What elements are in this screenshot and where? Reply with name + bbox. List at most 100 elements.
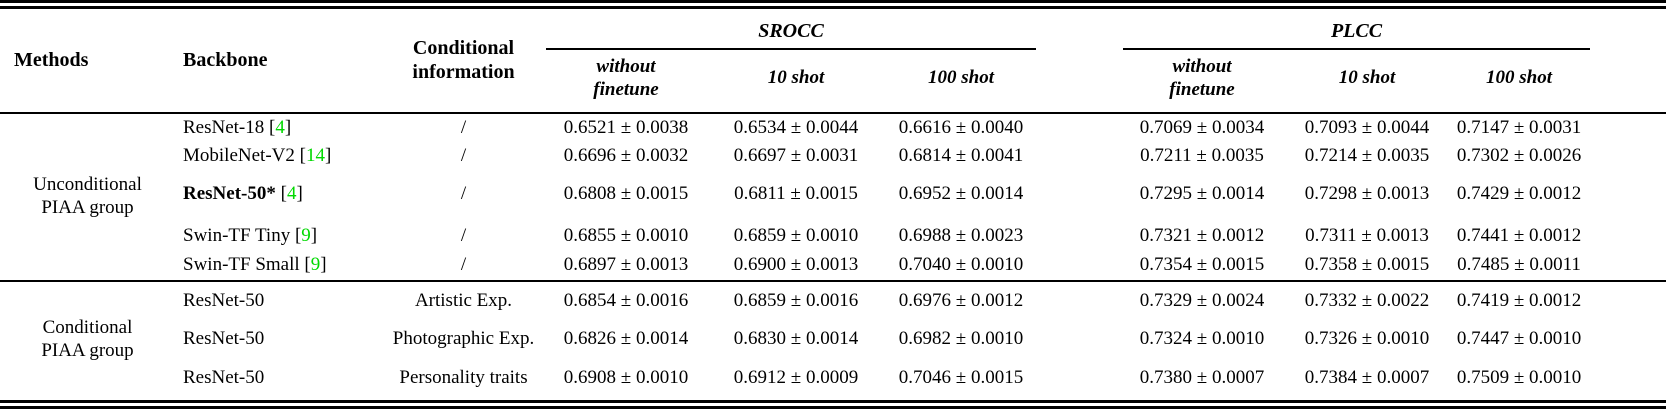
gap-cell <box>1042 171 1118 218</box>
col-group-plcc: PLCC <box>1118 9 1666 50</box>
backbone-cell: Swin-TF Tiny [9] <box>175 218 387 251</box>
backbone-name: ResNet-50 <box>183 289 265 311</box>
table-row: ResNet-50 Photographic Exp. 0.6826 ± 0.0… <box>0 320 1666 359</box>
srocc-10-shot-value: 0.6830 ± 0.0014 <box>733 328 859 350</box>
plcc-10-shot-value: 0.7093 ± 0.0044 <box>1304 116 1430 138</box>
table-row: Conditional PIAA group ResNet-50 Artisti… <box>0 279 1666 398</box>
srocc-10-shot-value: 0.6811 ± 0.0015 <box>734 183 858 205</box>
backbone-name: Swin-TF Small <box>183 253 305 275</box>
col-header-srocc-10-shot: 10 shot <box>712 50 880 114</box>
table-top-rule <box>0 0 1666 9</box>
srocc-without-finetune-value: 0.6855 ± 0.0010 <box>563 224 689 246</box>
plcc-10-shot-value: 0.7311 ± 0.0013 <box>1305 224 1429 246</box>
srocc-10-shot-value: 0.6859 ± 0.0010 <box>733 224 859 246</box>
plcc-group-label: PLCC <box>1123 19 1591 50</box>
plcc-without-finetune-value: 0.7324 ± 0.0010 <box>1139 328 1265 350</box>
plcc-10-shot-value: 0.7298 ± 0.0013 <box>1304 183 1430 205</box>
plcc-without-finetune-value: 0.7295 ± 0.0014 <box>1139 183 1265 205</box>
header-row-groups: Methods Backbone Conditional information… <box>0 9 1666 114</box>
citation-link[interactable]: 4 <box>275 116 285 138</box>
table-row: ResNet-50* [4] / 0.6808 ± 0.0015 0.6811 … <box>0 171 1666 218</box>
plcc-without-finetune-value: 0.7211 ± 0.0035 <box>1140 145 1264 167</box>
table-bottom-rule <box>0 399 1666 409</box>
col-header-srocc-without-finetune: without finetune <box>540 50 712 114</box>
plcc-100-shot-value: 0.7419 ± 0.0012 <box>1448 279 1666 321</box>
plcc-100-shot-value: 0.7147 ± 0.0031 <box>1456 116 1582 138</box>
plcc-without-finetune-value: 0.7069 ± 0.0034 <box>1139 116 1265 138</box>
plcc-100-shot-value: 0.7441 ± 0.0012 <box>1456 224 1582 246</box>
plcc-100-shot-value: 0.7509 ± 0.0010 <box>1456 367 1582 389</box>
citation-bracket: [ <box>269 116 276 138</box>
citation-bracket: [ <box>299 145 306 167</box>
col-group-srocc: SROCC <box>540 9 1042 50</box>
srocc-10-shot-value: 0.6900 ± 0.0013 <box>733 253 859 275</box>
conditional-info-cell: / <box>460 224 467 246</box>
col-header-plcc-10-shot: 10 shot <box>1286 50 1449 114</box>
plcc-100-shot-value: 0.7302 ± 0.0026 <box>1456 145 1582 167</box>
conditional-info-cell: / <box>460 253 467 275</box>
plcc-100-shot-value: 0.7429 ± 0.0012 <box>1456 183 1582 205</box>
citation-bracket: [ <box>304 253 311 275</box>
srocc-group-label: SROCC <box>546 19 1037 50</box>
col-header-srocc-100-shot: 100 shot <box>880 50 1043 114</box>
citation-bracket: ] <box>324 145 332 167</box>
citation-bracket: [ <box>294 224 302 246</box>
table-body: Unconditional PIAA group ResNet-18 [4] /… <box>0 113 1666 398</box>
table-header: Methods Backbone Conditional information… <box>0 9 1666 114</box>
srocc-100-shot-value: 0.6952 ± 0.0014 <box>898 183 1024 205</box>
srocc-100-shot-value: 0.7040 ± 0.0010 <box>898 253 1024 275</box>
citation-link[interactable]: 14 <box>305 145 325 167</box>
conditional-info-cell: / <box>460 145 467 167</box>
backbone-cell: ResNet-50 <box>175 279 387 321</box>
backbone-name: ResNet-50 <box>183 367 265 389</box>
citation-bracket: ] <box>284 116 292 138</box>
group-label-unconditional: Unconditional PIAA group <box>33 173 142 218</box>
srocc-without-finetune-value: 0.6854 ± 0.0016 <box>540 279 712 321</box>
srocc-without-finetune-value: 0.6908 ± 0.0010 <box>563 367 689 389</box>
plcc-10-shot-value: 0.7358 ± 0.0015 <box>1304 253 1430 275</box>
srocc-without-finetune-value: 0.6897 ± 0.0013 <box>563 253 689 275</box>
citation-link[interactable]: 9 <box>301 224 311 246</box>
citation-bracket: [ <box>280 183 287 205</box>
backbone-name: Swin-TF Tiny <box>183 224 295 246</box>
gap-cell <box>1042 279 1119 321</box>
plcc-without-finetune-value: 0.7380 ± 0.0007 <box>1139 367 1265 389</box>
conditional-info-cell: / <box>460 183 467 205</box>
srocc-10-shot-value: 0.6912 ± 0.0009 <box>733 367 859 389</box>
gap-cell <box>1042 113 1118 143</box>
col-header-plcc-100-shot: 100 shot <box>1448 50 1666 114</box>
gap-cell <box>1042 359 1118 398</box>
conditional-info-cell: Personality traits <box>399 367 528 389</box>
group-label-conditional: Conditional PIAA group <box>0 279 175 398</box>
srocc-10-shot-value: 0.6534 ± 0.0044 <box>733 116 859 138</box>
backbone-cell: ResNet-50 <box>175 359 387 398</box>
backbone-cell: ResNet-50* [4] <box>175 171 387 218</box>
backbone-name: ResNet-18 <box>183 116 270 138</box>
table-row: Swin-TF Tiny [9] / 0.6855 ± 0.0010 0.685… <box>0 218 1666 251</box>
col-header-backbone: Backbone <box>175 9 387 114</box>
backbone-cell: Swin-TF Small [9] <box>175 251 387 281</box>
srocc-100-shot-value: 0.7046 ± 0.0015 <box>898 367 1024 389</box>
srocc-10-shot-value: 0.6859 ± 0.0016 <box>712 279 880 321</box>
conditional-info-cell: / <box>460 116 467 138</box>
plcc-100-shot-value: 0.7447 ± 0.0010 <box>1456 328 1582 350</box>
backbone-name: MobileNet-V2 <box>183 145 300 167</box>
citation-link[interactable]: 4 <box>286 183 297 205</box>
citation-bracket: ] <box>310 224 318 246</box>
plcc-100-shot-value: 0.7485 ± 0.0011 <box>1457 253 1581 275</box>
backbone-cell: ResNet-18 [4] <box>175 113 387 143</box>
plcc-without-finetune-value: 0.7329 ± 0.0024 <box>1118 279 1287 321</box>
header-row-subcolumns: without finetune 10 shot 100 shot withou… <box>0 50 1666 114</box>
citation-link[interactable]: 9 <box>310 253 321 275</box>
plcc-10-shot-value: 0.7332 ± 0.0022 <box>1286 279 1449 321</box>
srocc-without-finetune-value: 0.6521 ± 0.0038 <box>563 116 689 138</box>
plcc-without-finetune-value: 0.7354 ± 0.0015 <box>1139 253 1265 275</box>
citation-bracket: ] <box>296 183 303 205</box>
table-row: Swin-TF Small [9] / 0.6897 ± 0.0013 0.69… <box>0 251 1666 281</box>
backbone-name: ResNet-50 <box>183 328 265 350</box>
srocc-100-shot-value: 0.6814 ± 0.0041 <box>898 145 1024 167</box>
srocc-without-finetune-value: 0.6808 ± 0.0015 <box>563 183 689 205</box>
plcc-without-finetune-value: 0.7321 ± 0.0012 <box>1139 224 1265 246</box>
conditional-info-cell: Photographic Exp. <box>392 328 535 350</box>
gap-cell <box>1042 142 1118 171</box>
